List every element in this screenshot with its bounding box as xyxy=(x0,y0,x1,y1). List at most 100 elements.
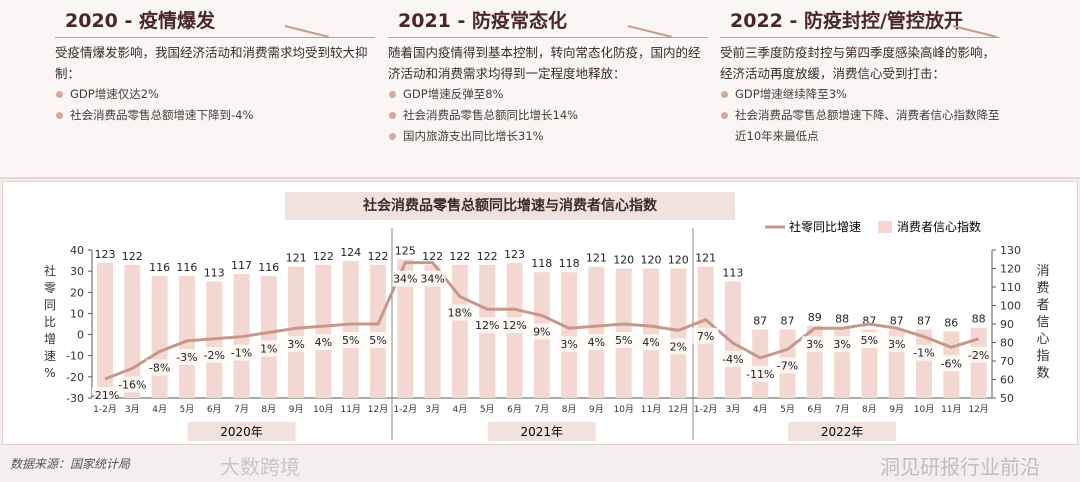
growth-label: 7% xyxy=(697,330,714,343)
confidence-label: 125 xyxy=(395,244,416,257)
growth-label-bg xyxy=(610,332,637,348)
confidence-bar xyxy=(370,264,386,398)
x-tick-label: 6月 xyxy=(807,404,822,415)
y2-tick-label: 110 xyxy=(1000,281,1021,294)
confidence-bar xyxy=(670,268,687,398)
growth-label: 3% xyxy=(806,338,823,351)
growth-label-bg xyxy=(528,323,555,340)
growth-label-bg xyxy=(119,376,146,393)
confidence-label: 86 xyxy=(944,316,958,329)
growth-label: 18% xyxy=(448,307,472,320)
x-tick-label: 11月 xyxy=(941,404,961,415)
growth-label-bg xyxy=(856,332,883,348)
confidence-bar xyxy=(342,261,359,398)
growth-label: 9% xyxy=(533,326,550,339)
growth-label: -4% xyxy=(722,353,743,366)
growth-label-bg xyxy=(774,357,801,374)
confidence-bar xyxy=(588,266,605,398)
x-tick-label: 6月 xyxy=(207,404,222,415)
summary-section xyxy=(0,0,1080,179)
panel-desc: 受疫情爆发影响，我国经济活动和消费需求均受到较大抑制： xyxy=(55,45,368,81)
x-tick-label: 1-2月 xyxy=(694,404,718,415)
growth-label-bg xyxy=(392,270,419,287)
growth-label: -1% xyxy=(231,347,252,360)
growth-label-bg xyxy=(883,336,910,353)
confidence-bar xyxy=(97,262,113,398)
growth-label: 34% xyxy=(393,273,417,286)
growth-label-bg xyxy=(583,334,610,351)
x-tick-label: 10月 xyxy=(914,404,934,415)
confidence-label: 113 xyxy=(204,266,225,279)
growth-label: 5% xyxy=(861,334,878,347)
confidence-bar xyxy=(178,275,195,398)
growth-label: 34% xyxy=(420,273,444,286)
growth-label-bg xyxy=(638,334,664,351)
confidence-label: 120 xyxy=(641,254,662,267)
x-tick-label: 3月 xyxy=(726,404,741,415)
x-tick-label: 4月 xyxy=(152,404,167,415)
year-label-box xyxy=(788,422,897,441)
x-tick-label: 12月 xyxy=(668,404,688,415)
confidence-label: 87 xyxy=(753,315,767,328)
y-axis-label-char: 同 xyxy=(44,298,56,312)
legend-label: 社零同比增速 xyxy=(789,219,861,234)
y-tick-label: 20 xyxy=(70,286,84,299)
legend-label: 消费者信心指数 xyxy=(897,219,981,234)
confidence-label: 118 xyxy=(531,257,552,270)
growth-label: 12% xyxy=(502,319,526,332)
confidence-label: 87 xyxy=(890,315,904,328)
confidence-label: 87 xyxy=(781,315,795,328)
y-tick-label: 0 xyxy=(77,329,84,342)
growth-label: 4% xyxy=(315,336,332,349)
bullet: 社会消费品零售总额增速下降到-4% xyxy=(55,105,375,126)
growth-label-bg xyxy=(283,336,310,353)
growth-label: -8% xyxy=(149,361,170,374)
growth-label-bg xyxy=(747,365,774,382)
confidence-bar xyxy=(315,264,332,398)
y2-axis-label-char: 者 xyxy=(1036,298,1049,313)
confidence-label: 122 xyxy=(477,250,498,263)
confidence-bar xyxy=(288,266,305,398)
y-tick-label: -30 xyxy=(66,392,84,405)
growth-label: -3% xyxy=(176,351,197,364)
x-tick-label: 5月 xyxy=(480,404,495,415)
growth-label-bg xyxy=(829,336,856,353)
confidence-label: 87 xyxy=(917,315,931,328)
y2-axis-label-char: 心 xyxy=(1036,332,1049,347)
year-label-box xyxy=(187,422,296,441)
x-tick-label: 10月 xyxy=(613,404,633,415)
growth-label-bg xyxy=(419,270,446,287)
chart-title: 社会消费品零售总额同比增速与消费者信心指数 xyxy=(285,192,735,220)
confidence-label: 118 xyxy=(559,257,580,270)
confidence-label: 122 xyxy=(122,250,143,263)
x-tick-label: 7月 xyxy=(534,404,549,415)
confidence-bar xyxy=(451,264,468,398)
confidence-bar xyxy=(424,264,441,398)
x-tick-label: 8月 xyxy=(261,404,276,415)
confidence-label: 121 xyxy=(695,252,716,265)
y-tick-label: 10 xyxy=(70,307,84,320)
confidence-label: 116 xyxy=(258,261,279,274)
y-tick-label: 40 xyxy=(70,244,84,257)
y-axis-label-char: 零 xyxy=(44,281,56,295)
growth-label: 5% xyxy=(369,334,386,347)
bullet: 国内旅游支出同比增长31% xyxy=(388,126,708,147)
confidence-label: 116 xyxy=(149,261,170,274)
bullet: GDP增速反弹至8% xyxy=(388,84,708,105)
confidence-bar xyxy=(752,329,769,398)
growth-label-bg xyxy=(938,355,965,372)
growth-label: 3% xyxy=(833,338,850,351)
growth-line xyxy=(104,261,980,381)
y2-tick-label: 80 xyxy=(1000,337,1014,350)
y2-tick-label: 130 xyxy=(1000,244,1021,257)
confidence-label: 122 xyxy=(449,250,470,263)
y2-tick-label: 70 xyxy=(1000,355,1014,368)
confidence-label: 122 xyxy=(313,250,334,263)
y2-tick-label: 90 xyxy=(1000,318,1014,331)
y-axis-label-char: 速 xyxy=(44,349,56,363)
confidence-label: 113 xyxy=(722,266,743,279)
y2-tick-label: 120 xyxy=(1000,263,1021,276)
panel-desc: 随着国内疫情得到基本控制，转向常态化防疫，国内的经济活动和消费需求均得到一定程度… xyxy=(388,45,701,81)
growth-label-bg xyxy=(337,332,364,348)
source-note: 数据来源：国家统计局 xyxy=(10,457,131,471)
